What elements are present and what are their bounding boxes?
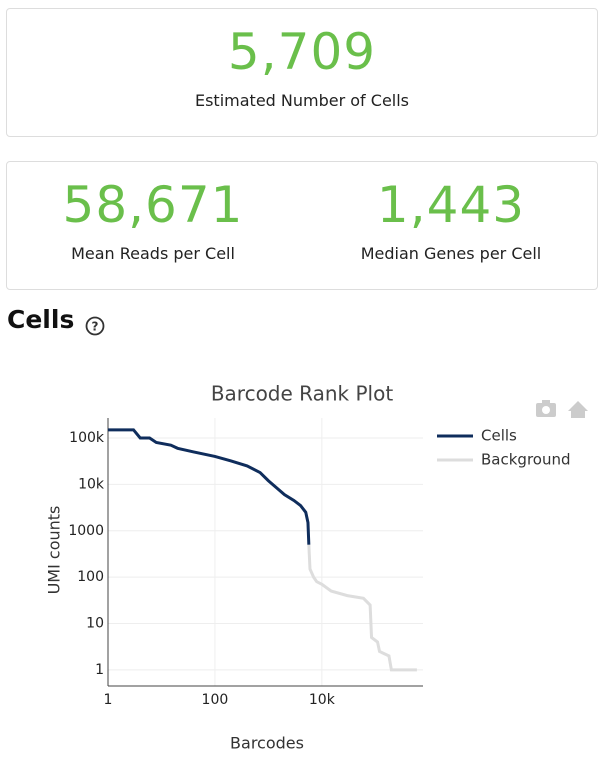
y-axis-title: UMI counts (45, 506, 64, 595)
section-title: Cells (7, 305, 75, 334)
metric-card: 58,671 Mean Reads per Cell 1,443 Median … (6, 161, 598, 290)
series-line (108, 428, 311, 545)
y-tick-label: 1 (95, 662, 104, 678)
chart-title: Barcode Rank Plot (211, 382, 394, 406)
x-tick-label: 10k (309, 692, 336, 708)
y-tick-label: 10 (86, 616, 104, 632)
metric-label: Mean Reads per Cell (71, 244, 235, 263)
y-tick-label: 10k (78, 476, 105, 492)
help-icon[interactable]: ? (84, 315, 106, 337)
metric-value: 58,671 (62, 176, 244, 234)
x-tick-label: 1 (104, 692, 113, 708)
metric-label: Median Genes per Cell (360, 244, 542, 263)
x-axis-title: Barcodes (230, 734, 304, 753)
metric-value: 1,443 (376, 176, 526, 234)
metric-label: Estimated Number of Cells (194, 91, 410, 110)
svg-text:?: ? (92, 320, 99, 334)
legend-label: Cells (481, 427, 517, 445)
series-line (307, 544, 417, 672)
metric-card: 5,709 Estimated Number of Cells (6, 8, 598, 137)
modebar[interactable] (536, 400, 588, 418)
legend-label: Background (481, 451, 571, 469)
x-tick-label: 100 (202, 692, 229, 708)
y-tick-label: 100 (77, 569, 104, 585)
y-tick-label: 100k (69, 430, 105, 446)
y-tick-label: 1000 (68, 523, 104, 539)
metric-value: 5,709 (227, 23, 377, 81)
